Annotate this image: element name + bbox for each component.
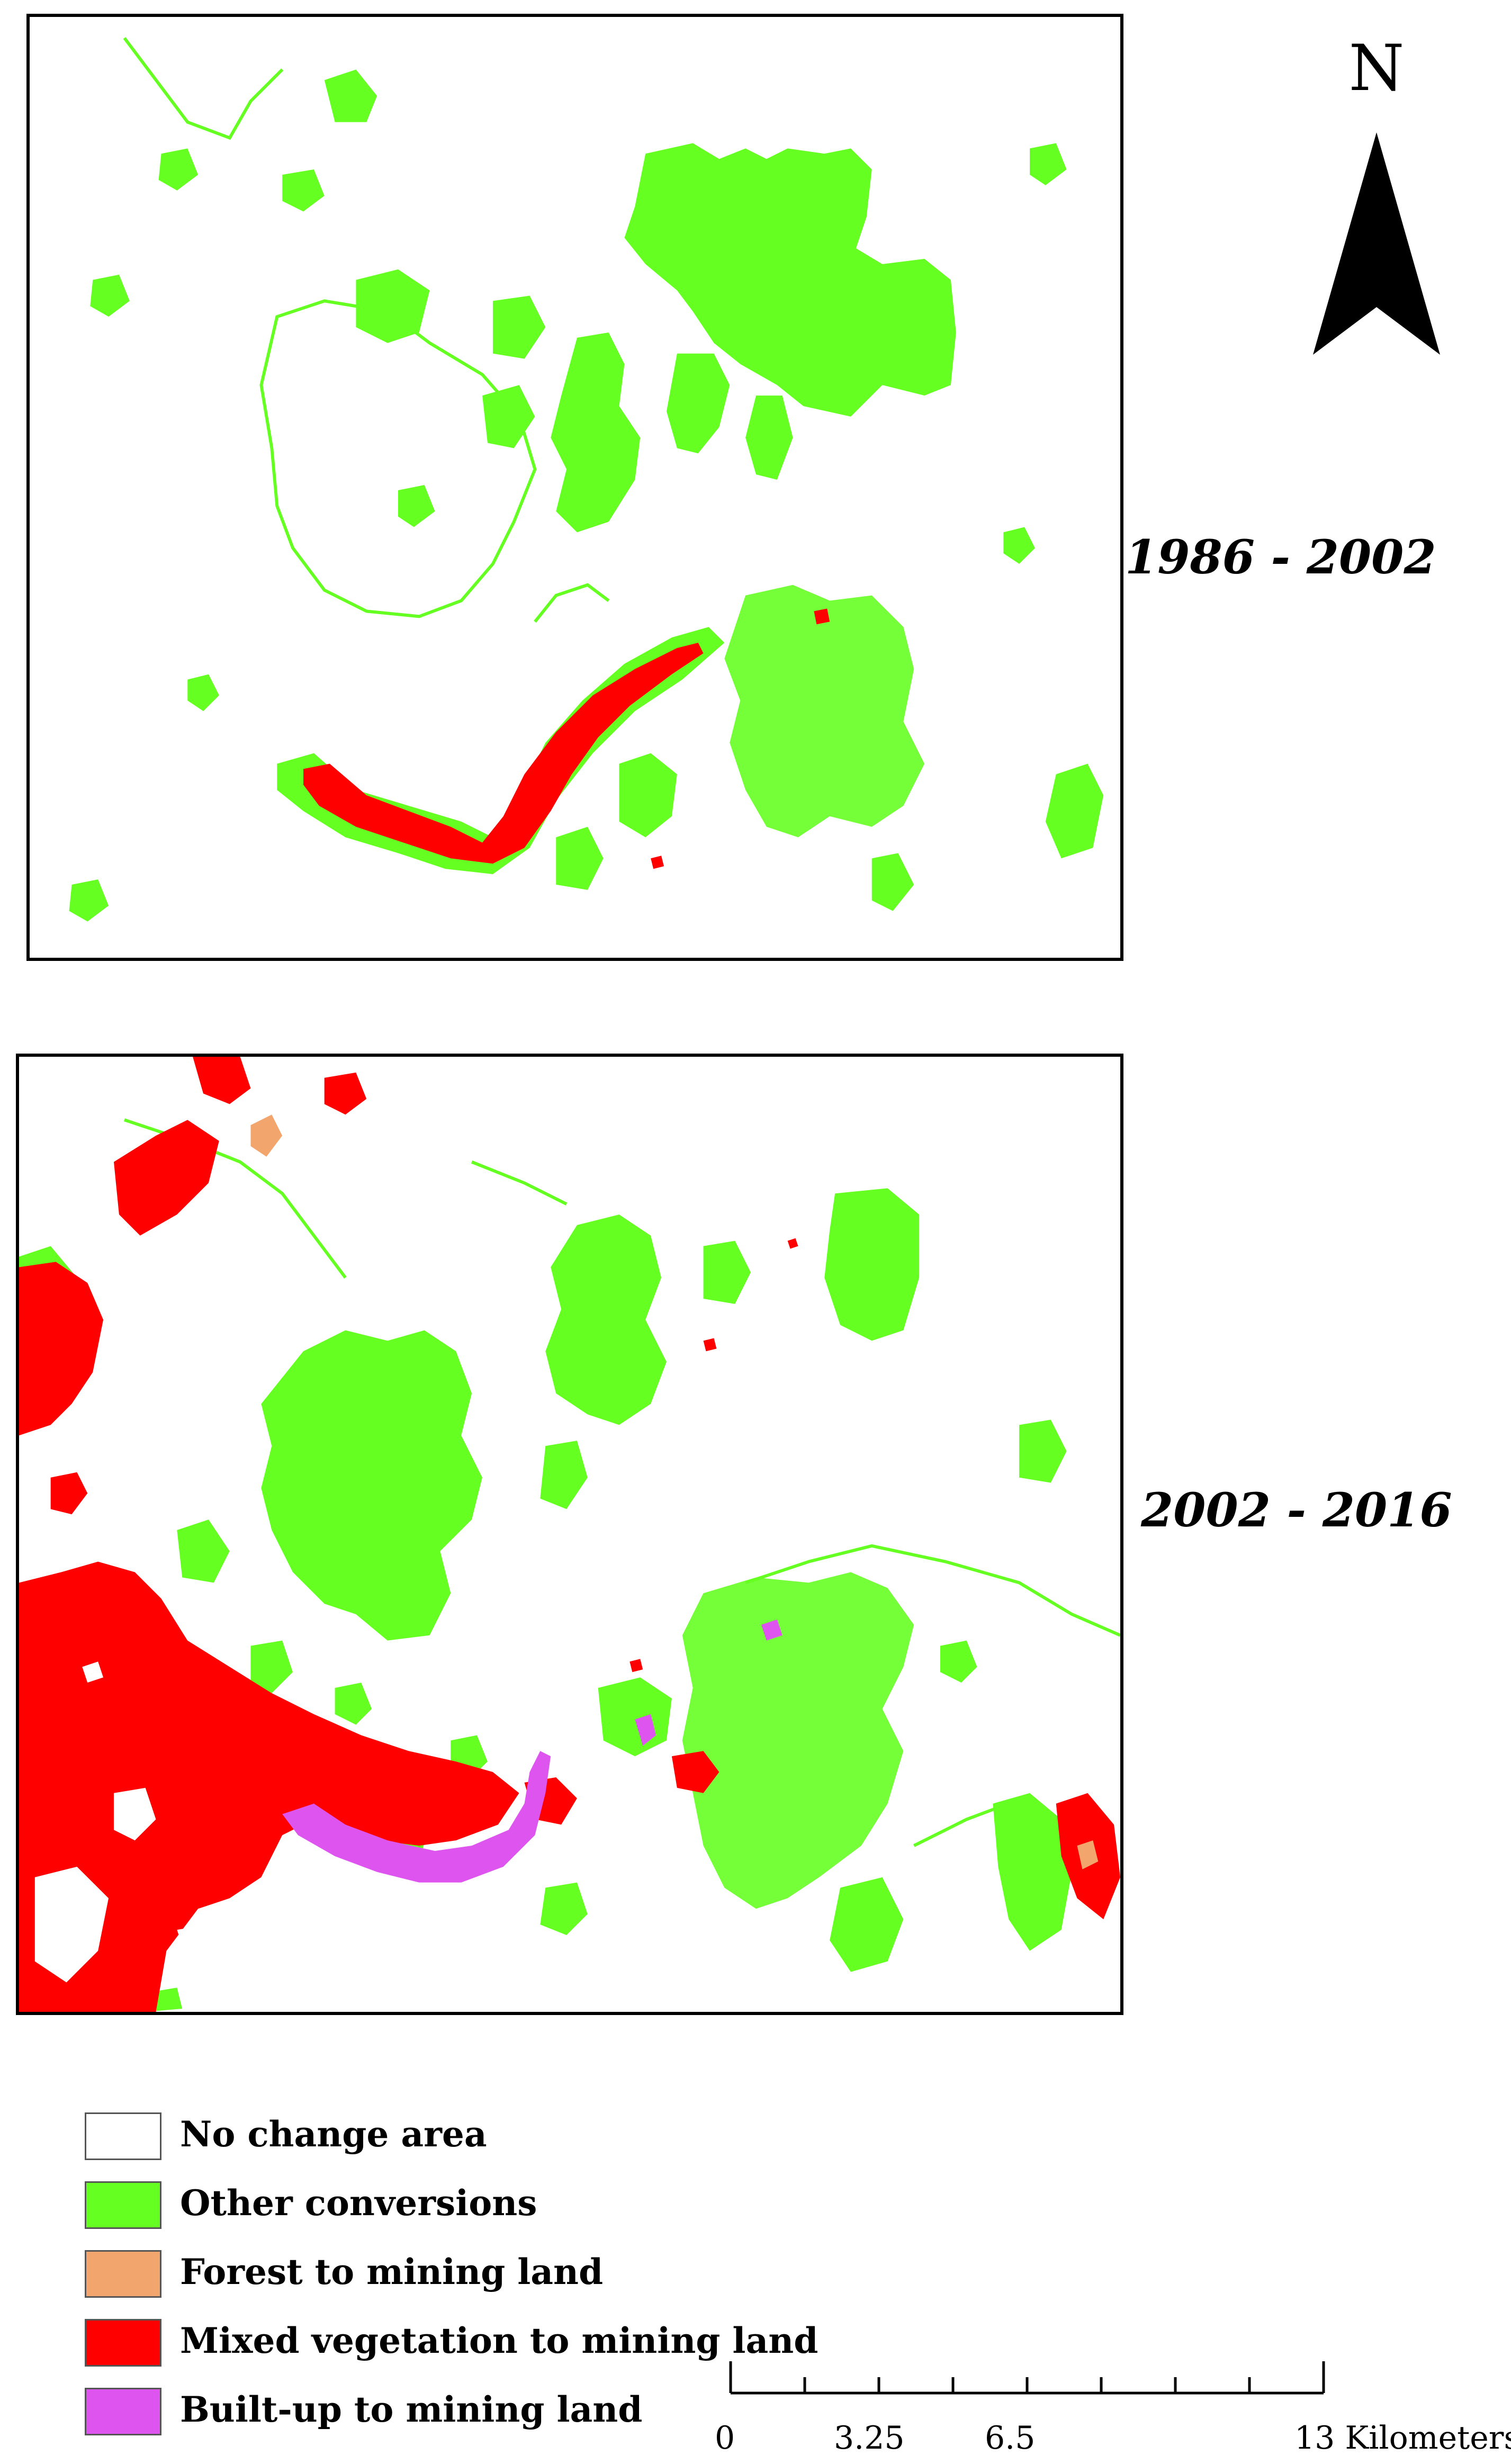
map-panel-1986-2002 (26, 14, 1123, 961)
no-change-areas (34, 1661, 214, 1983)
legend-item-no-change: No change area (85, 2107, 773, 2176)
north-arrow: N (1308, 37, 1445, 365)
legend-label: Other conversions (180, 2182, 537, 2224)
legend-item-other-conversions: Other conversions (85, 2176, 773, 2245)
scale-bar-line (729, 2361, 1325, 2395)
other-conversions-outlines (123, 37, 610, 623)
legend-swatch (85, 2250, 161, 2298)
legend-swatch (85, 2112, 161, 2160)
legend-swatch (85, 2388, 161, 2435)
forest-to-mining-areas (250, 1114, 1099, 1869)
map-panel-2002-2016 (16, 1054, 1123, 2015)
legend-swatch (85, 2181, 161, 2229)
legend-label: Forest to mining land (180, 2251, 604, 2292)
change-map-2002-2016 (19, 1057, 1120, 2012)
scale-label-13-kilometers: 13 Kilometers (1294, 2420, 1511, 2457)
legend-label: Mixed vegetation to mining land (180, 2320, 819, 2361)
legend-label: No change area (180, 2114, 487, 2155)
legend-label: Built-up to mining land (180, 2389, 643, 2430)
scale-bar: 0 3.25 6.5 13 Kilometers (715, 2361, 1511, 2457)
period-label-1: 1986 - 2002 (1125, 529, 1436, 584)
scale-label-3-25: 3.25 (834, 2420, 905, 2457)
built-up-to-mining-areas (282, 1619, 783, 1883)
period-label-2: 2002 - 2016 (1141, 1482, 1452, 1537)
north-arrow-icon (1313, 132, 1440, 355)
change-map-1986-2002 (69, 37, 1104, 922)
legend-item-mixed-vegetation-to-mining: Mixed vegetation to mining land (85, 2314, 818, 2382)
legend-item-forest-to-mining: Forest to mining land (85, 2245, 773, 2314)
legend-swatch (85, 2319, 161, 2367)
legend: No change area Other conversions Forest … (85, 2107, 818, 2451)
scale-label-6-5: 6.5 (985, 2420, 1036, 2457)
north-letter: N (1348, 32, 1405, 105)
legend-item-built-up-to-mining: Built-up to mining land (85, 2382, 773, 2451)
other-conversions-areas (69, 69, 1104, 922)
mixed-vegetation-to-mining-areas (303, 608, 830, 869)
scale-label-0: 0 (715, 2420, 735, 2457)
